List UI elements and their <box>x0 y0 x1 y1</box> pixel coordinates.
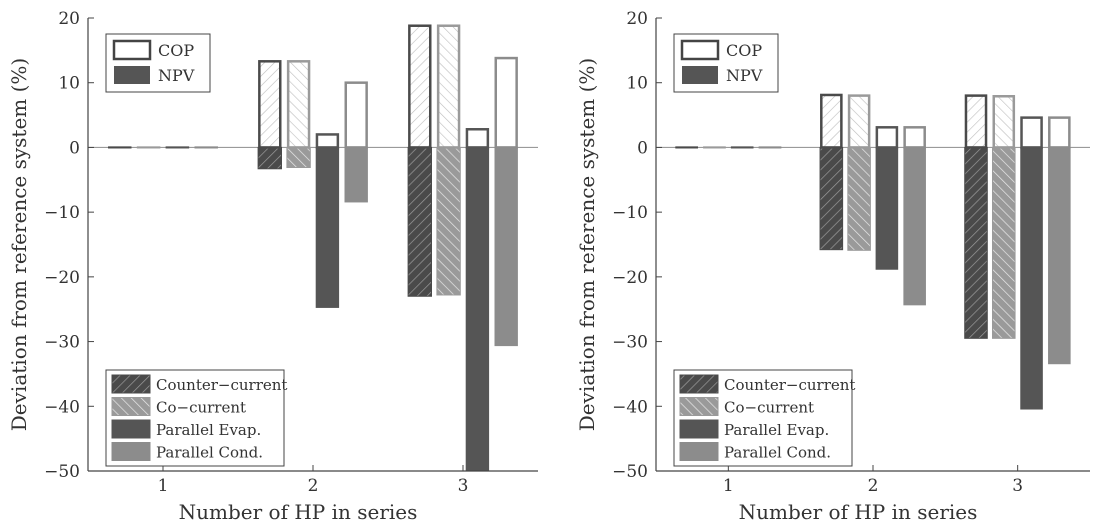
legend-swatch-parallel-cond <box>679 442 719 461</box>
bar-npv-parallel-evap-3 <box>465 147 490 471</box>
legend-swatch-co-current <box>679 397 719 416</box>
bar-cop-co-current-3 <box>992 95 1016 149</box>
y-tick-label: −40 <box>44 397 80 417</box>
bar-npv-parallel-evap-2 <box>315 147 340 308</box>
bar-npv-co-current-3 <box>991 146 1016 339</box>
bar-cop-parallel-cond-1 <box>194 146 218 149</box>
bar-npv-counter-current-2 <box>819 146 844 251</box>
bar-cop-parallel-cond-1 <box>758 146 782 149</box>
bar-cop-parallel-evap-2 <box>315 133 340 149</box>
x-tick-label: 2 <box>868 476 879 496</box>
bar-cop-parallel-evap-2 <box>875 126 899 149</box>
legend-label-co-current: Co−current <box>724 399 814 417</box>
y-tick-label: −50 <box>612 462 648 482</box>
y-tick-label: −20 <box>44 268 80 288</box>
legend-label-parallel-evap: Parallel Evap. <box>156 421 261 439</box>
bar-cop-counter-current-1 <box>675 146 698 149</box>
y-tick-label: 20 <box>626 9 648 29</box>
y-tick-label: 0 <box>637 138 648 158</box>
bar-cop-counter-current-3 <box>408 24 432 149</box>
x-tick-label: 2 <box>308 476 319 496</box>
bar-npv-parallel-cond-3 <box>1048 147 1071 365</box>
legend-swatch-parallel-evap <box>679 419 719 439</box>
y-tick-label: −10 <box>612 203 648 223</box>
bar-npv-parallel-evap-2 <box>875 147 899 270</box>
bar-npv-co-current-3 <box>436 146 461 296</box>
x-tick-label: 3 <box>458 476 469 496</box>
x-tick-label: 1 <box>158 476 169 496</box>
y-tick-label: 10 <box>58 74 80 94</box>
y-tick-label: −10 <box>44 203 80 223</box>
bar-cop-parallel-cond-3 <box>494 56 518 149</box>
legend-label-parallel-cond: Parallel Cond. <box>156 444 263 462</box>
chart-panel-2: −50 −40 −30 −20 −10 0 10 20 1 2 3 Number of HP in s… <box>575 9 1090 524</box>
legend-label-npv: NPV <box>726 66 763 85</box>
y-tick-label: −30 <box>44 333 80 353</box>
bar-npv-parallel-cond-3 <box>494 147 518 347</box>
bar-cop-counter-current-1 <box>108 146 132 149</box>
legend-swatch-counter-current <box>679 374 719 394</box>
bar-cop-parallel-cond-3 <box>1048 116 1071 149</box>
bar-cop-parallel-cond-2 <box>344 81 368 149</box>
legend-label-counter-current: Counter−current <box>156 376 287 394</box>
bar-npv-co-current-2 <box>286 146 311 168</box>
legend-swatch-co-current <box>111 397 151 416</box>
bar-npv-co-current-2 <box>847 146 871 251</box>
y-tick-label: 20 <box>58 9 80 29</box>
y-tick-label: −20 <box>612 268 648 288</box>
bar-npv-parallel-cond-2 <box>903 147 926 306</box>
y-tick-label: −40 <box>612 397 648 417</box>
bar-cop-co-current-3 <box>436 24 461 149</box>
bar-cop-co-current-1 <box>136 146 161 149</box>
legend-swatch-npv <box>682 66 718 84</box>
bar-cop-parallel-evap-3 <box>1020 116 1043 149</box>
y-axis-label: Deviation from reference system (%) <box>7 58 31 431</box>
legend-label-counter-current: Counter−current <box>724 376 855 394</box>
legend-label-cop: COP <box>158 41 194 60</box>
legend-swatch-cop <box>680 39 720 61</box>
legend-swatch-parallel-evap <box>111 419 151 439</box>
y-axis-label: Deviation from reference system (%) <box>575 58 599 431</box>
bar-npv-parallel-evap-3 <box>1020 147 1043 410</box>
legend-label-npv: NPV <box>158 66 195 85</box>
bar-cop-parallel-cond-2 <box>903 126 926 149</box>
x-axis-label: Number of HP in series <box>739 500 978 524</box>
legend-label-parallel-evap: Parallel Evap. <box>724 421 829 439</box>
bar-npv-parallel-cond-2 <box>344 147 368 203</box>
bar-cop-counter-current-3 <box>964 94 988 149</box>
bar-cop-counter-current-2 <box>820 93 843 149</box>
bar-cop-co-current-1 <box>703 146 726 149</box>
legend-label-co-current: Co−current <box>156 399 246 417</box>
bar-npv-counter-current-3 <box>964 146 988 339</box>
y-tick-label: 0 <box>69 138 80 158</box>
legend-swatch-npv <box>114 66 150 84</box>
y-tick-label: 10 <box>626 74 648 94</box>
legend-swatch-cop <box>112 39 152 61</box>
bar-cop-co-current-2 <box>847 94 871 149</box>
bar-npv-counter-current-2 <box>257 146 283 170</box>
legend-label-cop: COP <box>726 41 762 60</box>
x-axis-label: Number of HP in series <box>179 500 418 524</box>
legend-swatch-parallel-cond <box>111 442 151 461</box>
bar-npv-counter-current-3 <box>407 146 433 297</box>
bar-cop-parallel-evap-1 <box>165 146 190 149</box>
x-tick-label: 1 <box>723 476 734 496</box>
legend-swatch-counter-current <box>111 374 151 394</box>
y-tick-label: −30 <box>612 333 648 353</box>
bar-cop-co-current-2 <box>286 60 311 149</box>
bar-cop-counter-current-2 <box>258 60 282 149</box>
x-tick-label: 3 <box>1012 476 1023 496</box>
bar-cop-parallel-evap-3 <box>465 128 490 149</box>
legend-label-parallel-cond: Parallel Cond. <box>724 444 831 462</box>
bar-cop-parallel-evap-1 <box>730 146 754 149</box>
chart-panel-1: −50 −40 −30 −20 −10 0 10 20 1 2 3 Number of HP in s… <box>7 9 538 524</box>
y-tick-label: −50 <box>44 462 80 482</box>
